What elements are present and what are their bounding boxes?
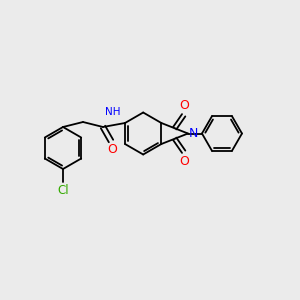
Text: O: O [180,99,190,112]
Text: O: O [180,155,190,168]
Text: NH: NH [105,107,121,117]
Text: Cl: Cl [57,184,69,197]
Text: O: O [107,143,117,156]
Text: N: N [189,127,198,140]
